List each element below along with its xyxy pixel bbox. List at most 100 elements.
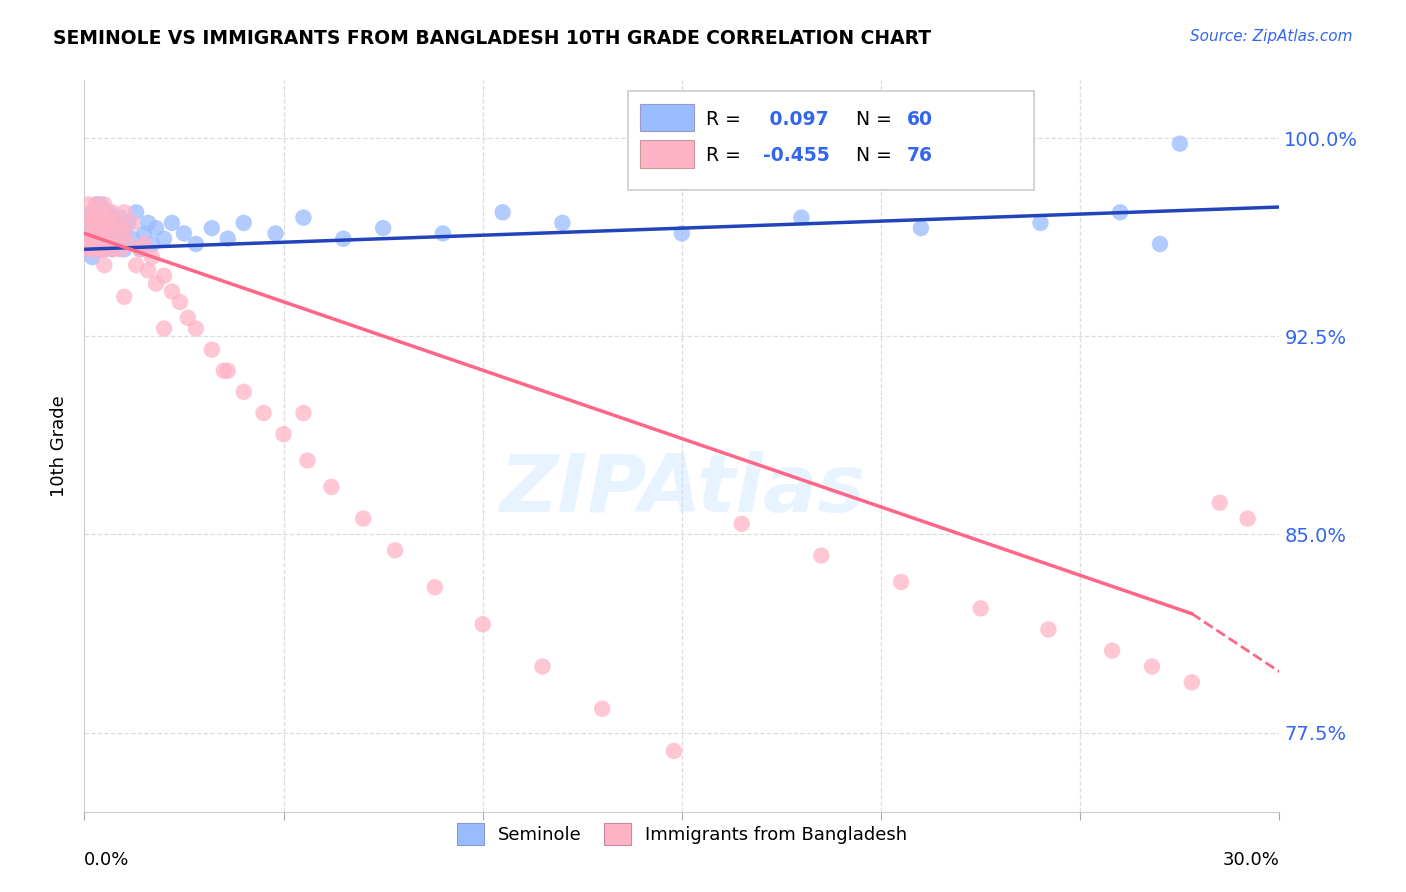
Point — [136, 216, 159, 230]
Point — [82, 227, 104, 241]
Point — [86, 242, 108, 256]
Point — [97, 211, 120, 225]
Point — [471, 617, 494, 632]
Point — [101, 205, 124, 219]
Point — [112, 290, 135, 304]
Point — [86, 197, 108, 211]
Point — [89, 205, 111, 219]
Point — [77, 232, 100, 246]
Point — [93, 205, 115, 219]
Text: 0.097: 0.097 — [763, 110, 828, 128]
Point — [97, 205, 120, 219]
Point — [77, 232, 100, 246]
Point — [201, 343, 224, 357]
Point — [132, 237, 156, 252]
FancyBboxPatch shape — [640, 140, 695, 168]
Point — [1168, 136, 1191, 151]
Point — [1209, 496, 1232, 510]
Point — [125, 205, 148, 219]
Point — [86, 216, 108, 230]
Point — [352, 511, 374, 525]
Point — [273, 427, 295, 442]
Point — [112, 205, 135, 219]
Point — [93, 242, 115, 256]
Point — [141, 250, 163, 264]
Point — [86, 197, 108, 211]
Point — [97, 237, 120, 252]
Point — [184, 321, 207, 335]
Point — [110, 211, 132, 225]
Point — [97, 237, 120, 252]
Point — [89, 227, 111, 241]
Text: 30.0%: 30.0% — [1223, 851, 1279, 869]
Text: N =: N = — [845, 146, 898, 165]
Point — [125, 258, 148, 272]
Point — [145, 221, 167, 235]
Point — [89, 197, 111, 211]
Point — [731, 516, 754, 531]
Point — [86, 242, 108, 256]
Point — [105, 216, 128, 230]
Point — [1109, 205, 1132, 219]
Point — [93, 232, 115, 246]
Point — [93, 232, 115, 246]
Point — [890, 574, 912, 589]
Point — [217, 364, 239, 378]
Point — [82, 205, 104, 219]
Point — [790, 211, 813, 225]
Point — [86, 232, 108, 246]
Text: 0.0%: 0.0% — [84, 851, 129, 869]
Point — [121, 216, 143, 230]
Point — [86, 216, 108, 230]
FancyBboxPatch shape — [640, 103, 695, 131]
Point — [970, 601, 993, 615]
Point — [129, 242, 152, 256]
Point — [97, 221, 120, 235]
Point — [112, 242, 135, 256]
Point — [531, 659, 554, 673]
Point — [101, 227, 124, 241]
Point — [177, 310, 200, 325]
Point — [89, 211, 111, 225]
Text: 76: 76 — [907, 146, 932, 165]
Point — [101, 242, 124, 256]
Point — [332, 232, 354, 246]
Point — [93, 197, 115, 211]
Point — [910, 221, 932, 235]
Point — [551, 216, 574, 230]
Point — [86, 211, 108, 225]
Point — [136, 263, 159, 277]
Point — [132, 227, 156, 241]
Point — [1181, 675, 1204, 690]
Point — [432, 227, 454, 241]
Point — [1236, 511, 1258, 525]
Point — [112, 221, 135, 235]
Point — [129, 242, 152, 256]
Point — [77, 242, 100, 256]
Text: -0.455: -0.455 — [763, 146, 830, 165]
Point — [292, 211, 315, 225]
Point — [82, 250, 104, 264]
Point — [671, 227, 693, 241]
Point — [101, 211, 124, 225]
Point — [153, 232, 176, 246]
Text: Source: ZipAtlas.com: Source: ZipAtlas.com — [1189, 29, 1353, 44]
Point — [264, 227, 287, 241]
Point — [82, 237, 104, 252]
Point — [173, 227, 195, 241]
Point — [1149, 237, 1171, 252]
Point — [105, 216, 128, 230]
Point — [153, 268, 176, 283]
Point — [160, 285, 183, 299]
Point — [297, 453, 319, 467]
Point — [77, 242, 100, 256]
Point — [112, 227, 135, 241]
FancyBboxPatch shape — [628, 91, 1035, 190]
Point — [82, 221, 104, 235]
Point — [77, 197, 100, 211]
Point — [105, 237, 128, 252]
Point — [77, 216, 100, 230]
Point — [810, 549, 832, 563]
Point — [82, 242, 104, 256]
Legend: Seminole, Immigrants from Bangladesh: Seminole, Immigrants from Bangladesh — [447, 814, 917, 854]
